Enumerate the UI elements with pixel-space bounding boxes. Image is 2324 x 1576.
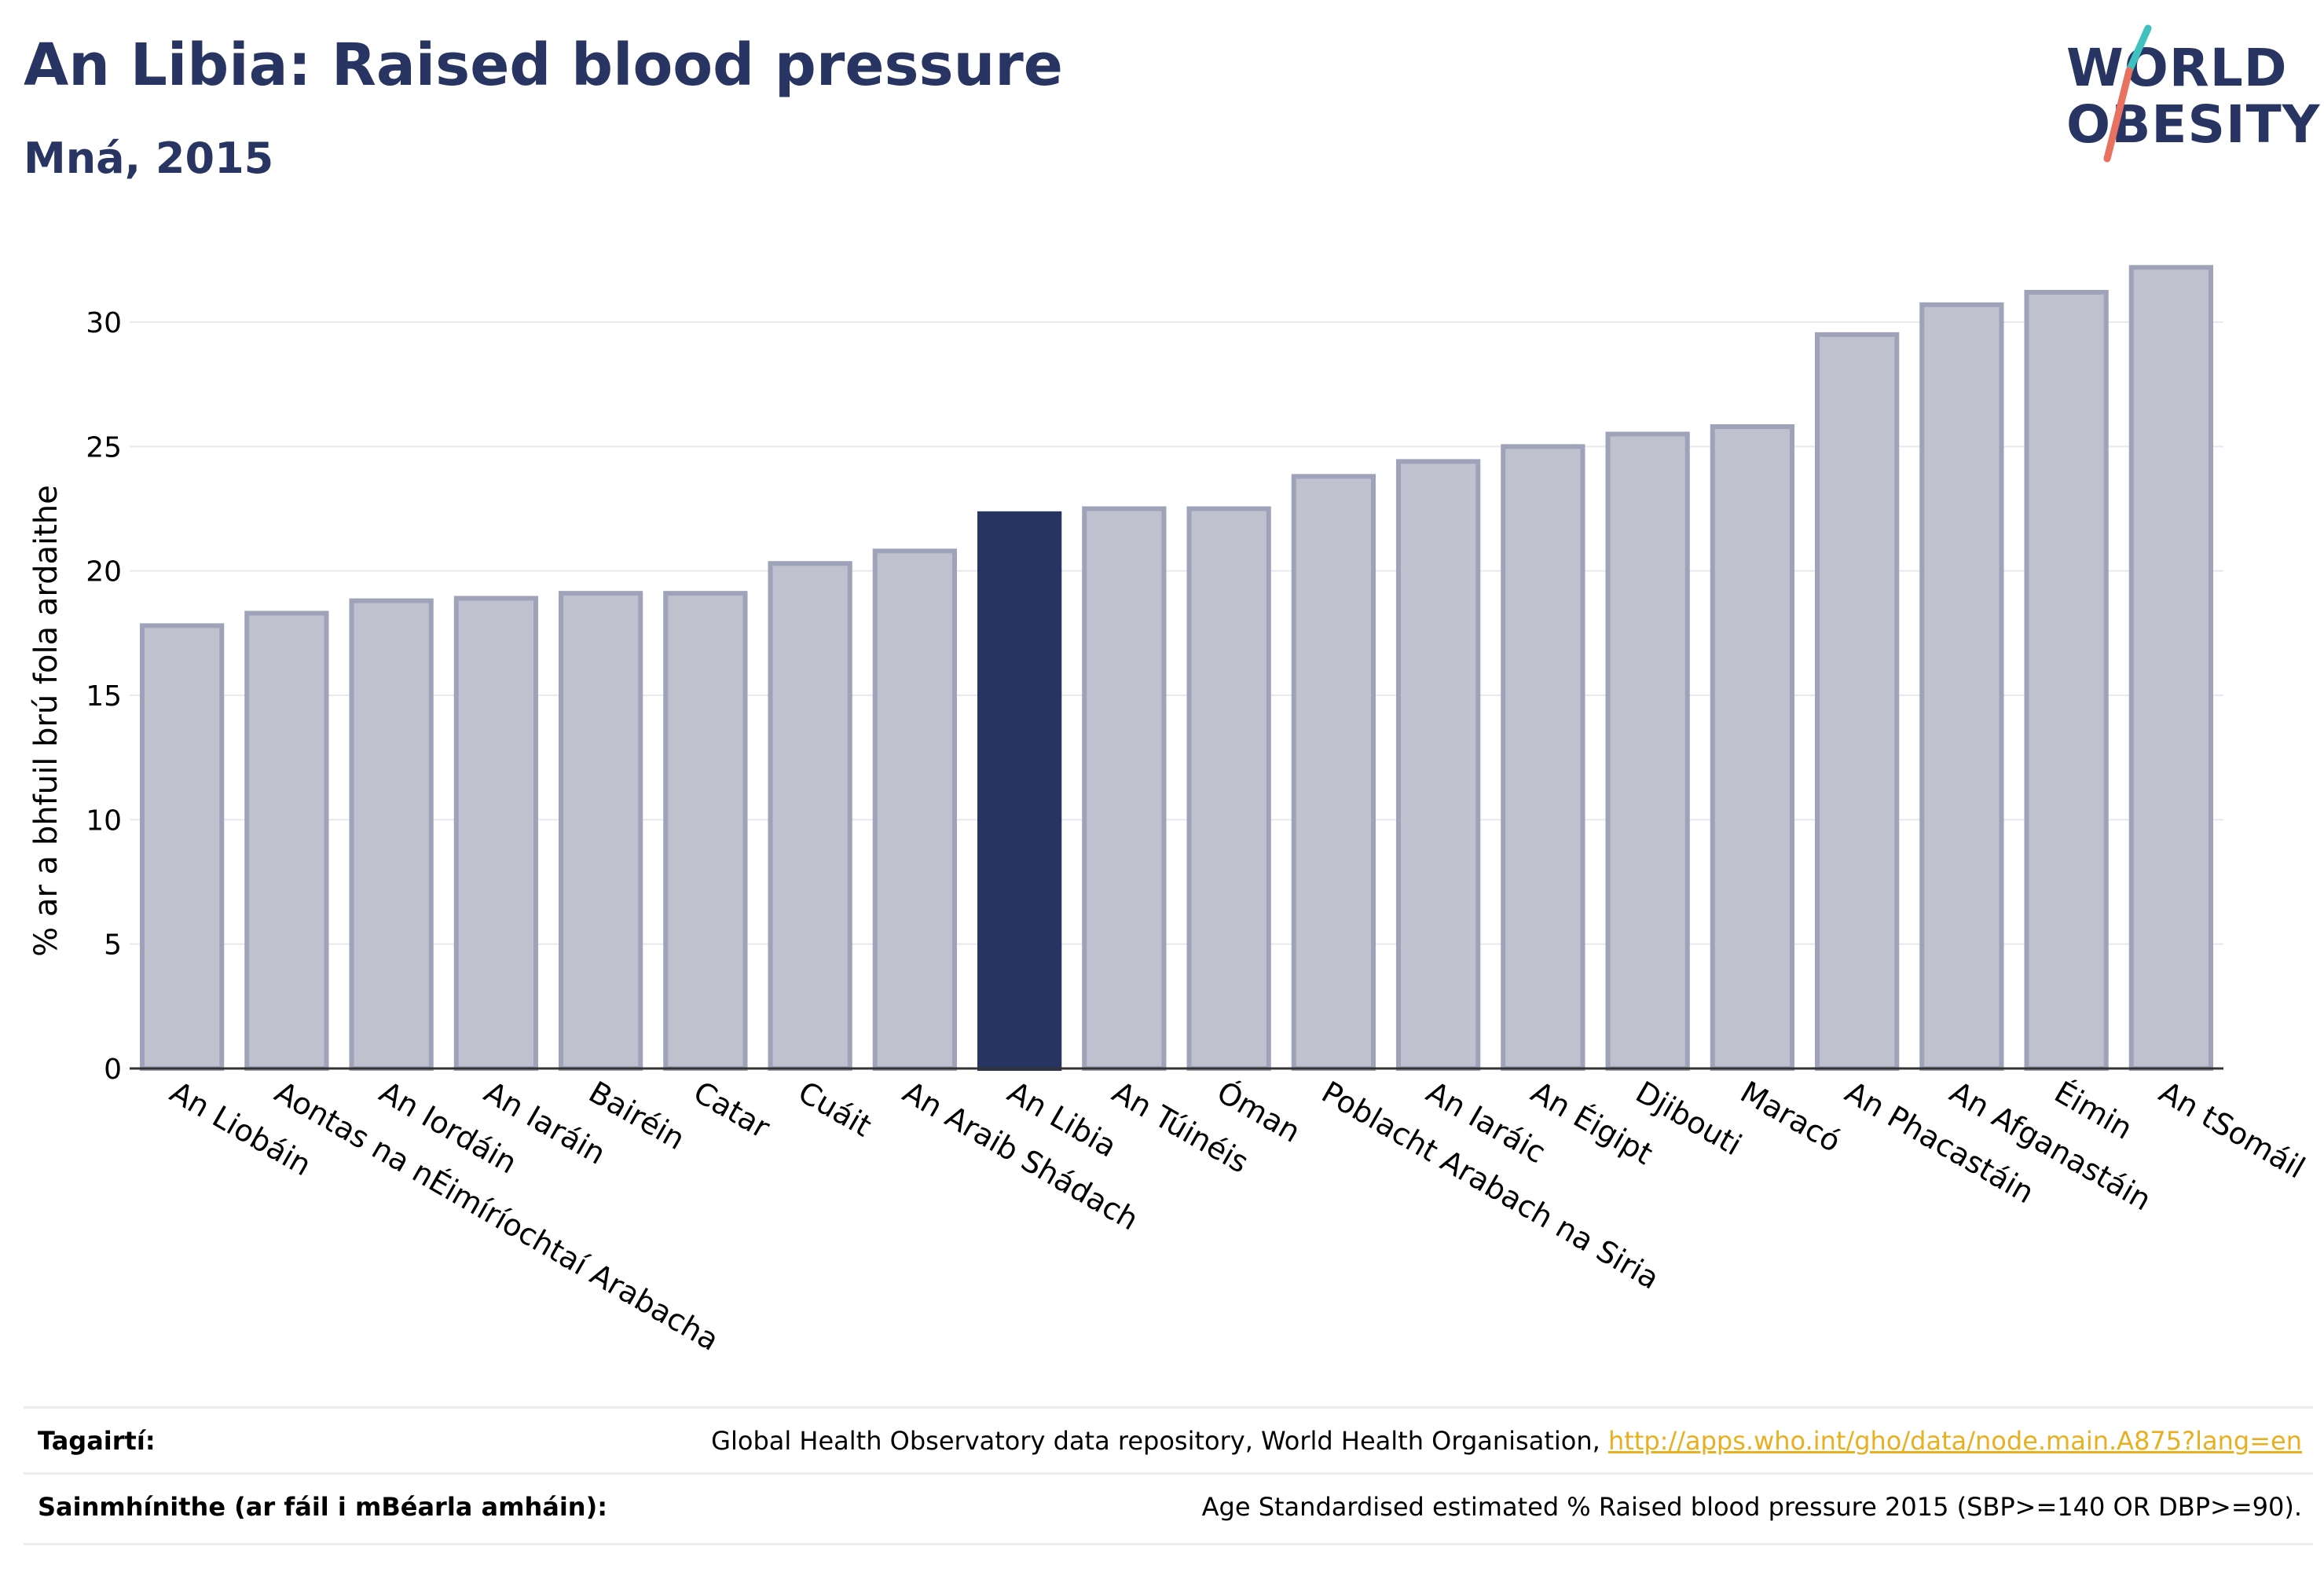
x-tick-label: Cuáit (793, 1075, 878, 1144)
logo-line-1: WORLD (2066, 38, 2288, 98)
y-tick-label: 20 (86, 556, 122, 588)
bar-18 (2024, 290, 2109, 1071)
bar-16 (1814, 332, 1900, 1072)
y-axis-label: % ar a bhfuil brú fola ardaithe (28, 485, 64, 956)
bar-0 (139, 623, 225, 1071)
y-tick-label: 0 (104, 1054, 122, 1086)
definitions-label: Sainmhínithe (ar fáil i mBéarla amháin): (38, 1492, 607, 1522)
chart-title: An Libia: Raised blood pressure (24, 31, 1063, 99)
bar-6 (768, 561, 852, 1071)
bar-3 (453, 596, 539, 1071)
bar-12 (1395, 459, 1481, 1071)
bars (139, 265, 2214, 1072)
x-tick-label: An tSomáil (2154, 1075, 2311, 1186)
bar-4 (558, 591, 643, 1071)
references-row: Tagairtí: Global Health Observatory data… (24, 1406, 2313, 1473)
bar-8 (977, 511, 1062, 1071)
references-text: Global Health Observatory data repositor… (711, 1426, 1608, 1456)
world-obesity-logo: WORLD OBESITY (2051, 24, 2319, 165)
bar-14 (1605, 431, 1690, 1071)
bar-5 (663, 591, 748, 1071)
gridlines (130, 321, 2223, 945)
bar-11 (1291, 474, 1376, 1071)
references-label: Tagairtí: (38, 1426, 156, 1456)
bar-1 (244, 610, 329, 1071)
bar-17 (1919, 302, 2004, 1072)
references-link[interactable]: http://apps.who.int/gho/data/node.main.A… (1607, 1426, 2302, 1456)
logo-slash-icon (2103, 24, 2152, 163)
y-tick-label: 5 (104, 929, 122, 962)
y-tick-label: 25 (86, 431, 122, 464)
bar-13 (1501, 444, 1585, 1071)
bar-9 (1082, 506, 1167, 1071)
footer-divider (24, 1543, 2313, 1545)
x-tick-label: Maracó (1735, 1075, 1846, 1160)
definitions-text: Age Standardised estimated % Raised bloo… (1201, 1492, 2302, 1522)
y-tick-label: 10 (86, 804, 122, 837)
bar-7 (872, 548, 958, 1071)
y-tick-label: 15 (86, 680, 122, 713)
x-tick-label: Catar (687, 1075, 775, 1145)
bar-10 (1186, 506, 1271, 1071)
definitions-row: Sainmhínithe (ar fáil i mBéarla amháin):… (24, 1472, 2313, 1539)
references-value: Global Health Observatory data repositor… (711, 1426, 2313, 1456)
bar-15 (1710, 424, 1795, 1071)
chart-subtitle: Mná, 2015 (24, 134, 274, 183)
bar-2 (349, 598, 434, 1071)
bar-19 (2128, 265, 2214, 1072)
y-axis-ticks: 0 5 10 15 20 25 30 (86, 307, 122, 1086)
y-tick-label: 30 (86, 307, 122, 339)
